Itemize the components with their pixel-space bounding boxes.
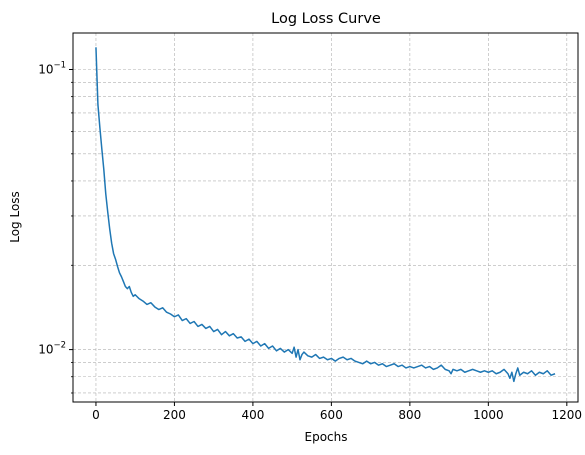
series-group xyxy=(95,47,556,383)
y-axis-ticks: 10−2 10−1 xyxy=(38,61,73,394)
x-tick-label: 1200 xyxy=(552,408,583,422)
x-axis-label: Epochs xyxy=(305,430,348,444)
x-tick-label: 0 xyxy=(92,408,100,422)
y-tick-label: 10−1 xyxy=(38,61,66,77)
plot-frame xyxy=(72,32,579,403)
plot-area xyxy=(73,33,578,402)
y-axis-label: Log Loss xyxy=(8,191,22,243)
x-tick-label: 800 xyxy=(398,408,421,422)
x-axis-ticks: 0 200 400 600 800 1000 1200 xyxy=(92,402,582,422)
x-tick-label: 200 xyxy=(163,408,186,422)
x-tick-label: 400 xyxy=(241,408,264,422)
grid xyxy=(73,33,578,402)
chart-title: Log Loss Curve xyxy=(271,11,381,27)
loss-series-line xyxy=(95,47,556,383)
x-tick-label: 1000 xyxy=(473,408,504,422)
x-tick-label: 600 xyxy=(320,408,343,422)
y-tick-label: 10−2 xyxy=(38,341,66,357)
